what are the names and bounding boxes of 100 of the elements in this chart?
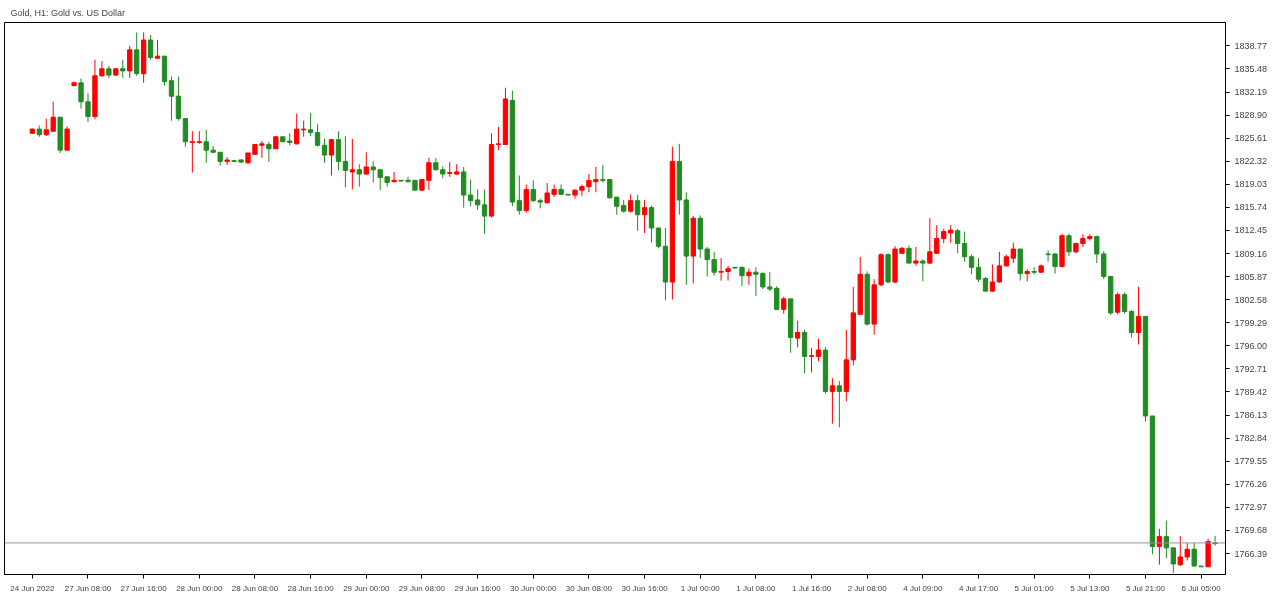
candlestick [342, 135, 349, 188]
y-tick-label: 1766.39 [1234, 548, 1268, 559]
y-tick-label: 1786.13 [1234, 410, 1268, 421]
candlestick [523, 184, 529, 214]
candlestick [189, 130, 195, 174]
x-tick-label: 28 Jun 16:00 [287, 583, 335, 593]
x-tick-label: 29 Jun 16:00 [454, 583, 502, 593]
x-tick-label: 1 Jul 08:00 [736, 583, 777, 593]
x-tick-label: 4 Jul 09:00 [903, 583, 943, 593]
candlestick [1121, 292, 1128, 315]
candlestick [641, 199, 648, 234]
y-tick-label: 1776.26 [1234, 479, 1268, 490]
y-tick-label: 1822.32 [1234, 156, 1268, 167]
candlestick [168, 76, 175, 122]
candlestick [961, 231, 968, 263]
candlestick [321, 138, 328, 164]
candlestick [968, 254, 975, 275]
candlestick [1115, 292, 1121, 315]
y-tick-label: 1772.97 [1234, 502, 1268, 513]
x-tick-label: 2 Jul 08:00 [847, 583, 888, 593]
y-tick-label: 1825.61 [1234, 133, 1268, 144]
x-tick-label: 30 Jun 08:00 [565, 583, 613, 593]
candlestick [801, 329, 808, 374]
y-tick-label: 1769.68 [1234, 525, 1268, 536]
y-tick-label: 1819.03 [1234, 179, 1268, 190]
candlestick [648, 205, 655, 244]
y-tick-label: 1815.74 [1234, 202, 1268, 213]
candlestick [307, 112, 314, 137]
candlestick [120, 59, 126, 79]
y-tick-label: 1792.71 [1234, 363, 1268, 374]
candlestick [182, 118, 189, 148]
candlestick [516, 174, 522, 216]
candlestick [474, 188, 481, 211]
candlestick [461, 166, 467, 209]
candlestick [363, 151, 369, 176]
x-tick-label: 30 Jun 16:00 [621, 583, 669, 593]
candlestick [335, 130, 342, 171]
candlestick [836, 380, 843, 428]
candlestick [1135, 286, 1142, 345]
y-tick-label: 1802.58 [1234, 294, 1268, 305]
candlestick [746, 268, 752, 286]
x-tick-label: 30 Jun 00:00 [510, 583, 557, 593]
candlestick [1066, 233, 1072, 257]
candlestick [356, 163, 362, 188]
candlestick [996, 251, 1003, 284]
candlestick [224, 156, 230, 166]
candlestick [829, 377, 836, 425]
candlestick [314, 123, 321, 148]
y-tick-label: 1828.90 [1234, 110, 1268, 121]
candlestick [628, 193, 634, 214]
candlestick [634, 194, 641, 232]
candlestick [1170, 547, 1176, 574]
x-tick-label: 24 Jun 2022 [10, 583, 55, 593]
candlestick [99, 60, 105, 78]
candlestick [147, 34, 154, 61]
y-tick-label: 1796.00 [1234, 340, 1268, 351]
x-tick-label: 28 Jun 08:00 [231, 583, 279, 593]
candlestick [495, 126, 502, 151]
x-tick-label: 29 Jun 08:00 [398, 583, 446, 593]
x-tick-label: 4 Jul 17:00 [958, 583, 999, 593]
candlestick [467, 179, 474, 207]
y-tick-label: 1835.48 [1234, 63, 1268, 74]
candlestick [266, 141, 272, 163]
y-tick-label: 1805.87 [1234, 271, 1268, 282]
x-tick-label: 29 Jun 00:00 [343, 583, 390, 593]
candlestick [328, 138, 335, 176]
y-tick-label: 1779.55 [1234, 456, 1268, 467]
candlestick [134, 31, 140, 77]
x-tick-label: 1 Jul 00:00 [680, 583, 721, 593]
x-tick-label: 6 Jul 05:00 [1181, 583, 1222, 593]
candlestick [64, 125, 70, 151]
x-tick-label: 5 Jul 13:00 [1070, 583, 1110, 593]
x-tick-label: 1 Jul 16:00 [791, 583, 832, 593]
y-tick-label: 1838.77 [1234, 40, 1268, 51]
candlestick [794, 320, 801, 348]
chart-title: Gold, H1: Gold vs. US Dollar [10, 7, 126, 18]
candlestick [808, 347, 815, 373]
candlestick [975, 257, 982, 283]
x-tick-label: 27 Jun 16:00 [120, 583, 168, 593]
x-tick-label: 27 Jun 08:00 [64, 583, 112, 593]
y-tick-label: 1789.42 [1234, 387, 1268, 397]
candlestick [530, 179, 536, 203]
y-tick-label: 1809.16 [1234, 248, 1268, 259]
candlestick [954, 228, 961, 254]
y-tick-label: 1782.84 [1234, 433, 1268, 444]
y-tick-label: 1799.29 [1234, 317, 1268, 328]
candlestick [391, 171, 397, 183]
candlestick [989, 263, 996, 293]
candlestick [370, 160, 376, 183]
candlestick [913, 246, 919, 267]
x-tick-label: 5 Jul 21:00 [1125, 583, 1166, 593]
candlestick [1128, 309, 1135, 338]
y-tick-label: 1812.45 [1234, 225, 1268, 236]
candlestick [127, 45, 133, 79]
candlestick [655, 227, 662, 249]
candlestick [349, 138, 356, 190]
candlestick [481, 188, 488, 235]
candlestick [815, 338, 822, 362]
y-tick-label: 1832.19 [1234, 87, 1268, 98]
x-tick-label: 28 Jun 00:00 [176, 583, 223, 593]
